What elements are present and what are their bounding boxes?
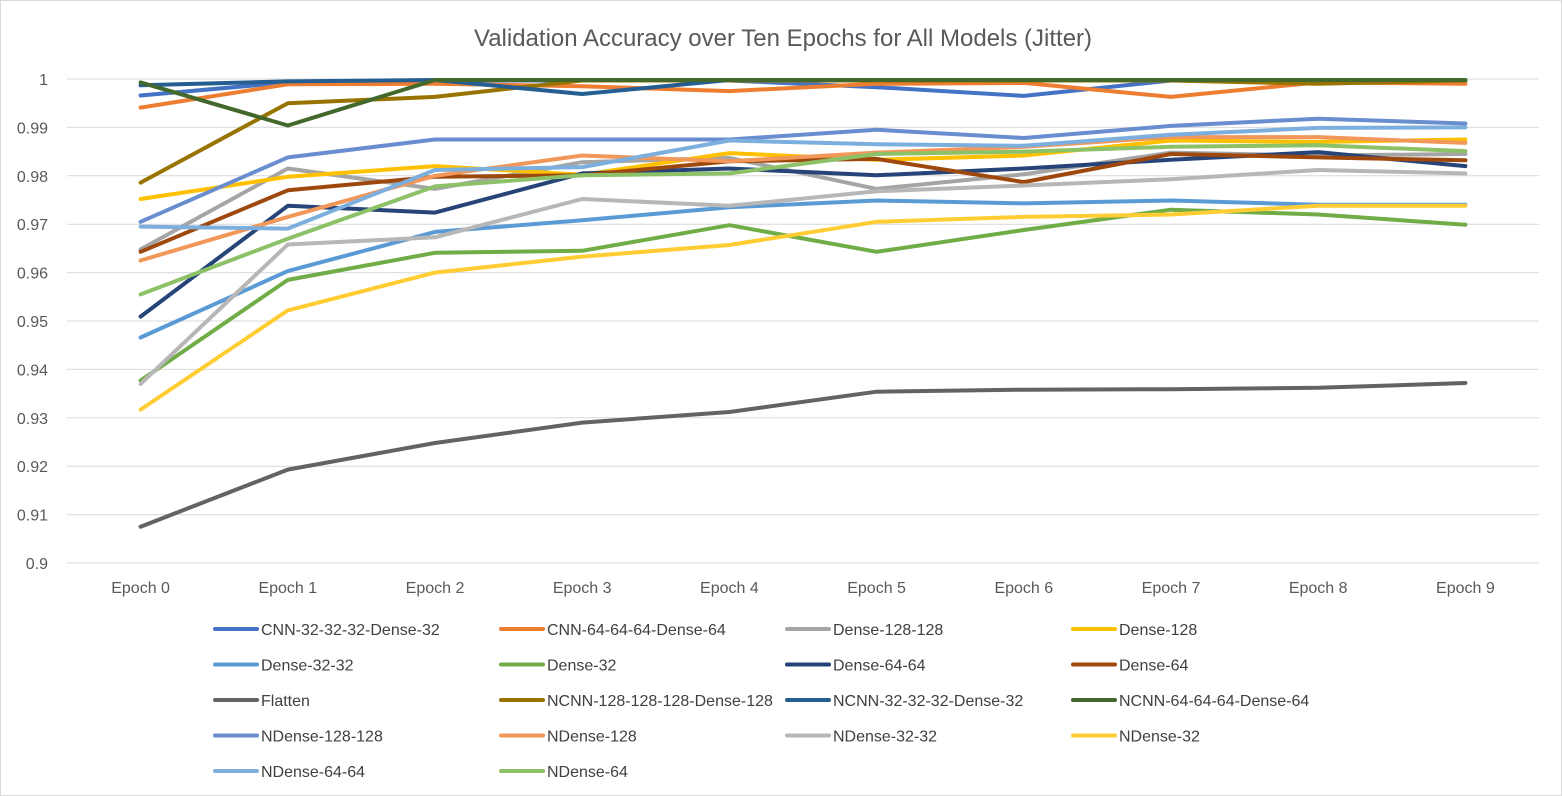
legend-label: Dense-128 xyxy=(1119,622,1197,639)
legend-label: NDense-32 xyxy=(1119,729,1200,746)
legend-item: NDense-128-128 xyxy=(213,729,383,746)
legend-item: Dense-32 xyxy=(499,658,616,675)
y-axis-ticks: 0.9 0.91 0.92 0.93 0.94 0.95 0.96 0.97 0.98 0.99 1 xyxy=(17,72,48,573)
x-tick-label: Epoch 4 xyxy=(700,580,759,597)
y-tick-label: 0.93 xyxy=(17,411,48,428)
legend-label: Flatten xyxy=(261,693,310,710)
legend-label: Dense-64-64 xyxy=(833,658,926,675)
legend-item: NDense-32-32 xyxy=(785,729,937,746)
legend-item: NCNN-32-32-32-Dense-32 xyxy=(785,693,1023,710)
legend-label: Dense-64 xyxy=(1119,658,1188,675)
x-tick-label: Epoch 5 xyxy=(847,580,906,597)
series-line xyxy=(138,168,1468,386)
legend-item: Dense-32-32 xyxy=(213,658,354,675)
series-line xyxy=(138,203,1468,412)
legend-item: Dense-128 xyxy=(1071,622,1197,639)
y-tick-label: 0.94 xyxy=(17,362,48,379)
x-tick-label: Epoch 0 xyxy=(111,580,170,597)
legend-item: NDense-128 xyxy=(499,729,637,746)
series-line xyxy=(138,135,1468,263)
legend-label: Dense-32-32 xyxy=(261,658,354,675)
legend-label: NDense-64 xyxy=(547,764,628,781)
series-line xyxy=(138,198,1468,340)
y-tick-label: 0.91 xyxy=(17,508,48,525)
series-line xyxy=(138,152,1468,254)
legend-item: NDense-64 xyxy=(499,764,628,781)
chart-title: Validation Accuracy over Ten Epochs for … xyxy=(474,25,1092,52)
legend-item: Dense-64-64 xyxy=(785,658,926,675)
y-tick-label: 1 xyxy=(39,72,48,89)
x-axis-ticks: Epoch 0 Epoch 1 Epoch 2 Epoch 3 Epoch 4 Epoch… xyxy=(111,580,1495,597)
legend-item: Dense-64 xyxy=(1071,658,1188,675)
x-tick-label: Epoch 8 xyxy=(1289,580,1348,597)
series-line xyxy=(138,381,1468,529)
series-line xyxy=(138,80,1468,110)
legend-item: CNN-32-32-32-Dense-32 xyxy=(213,622,440,639)
x-tick-label: Epoch 3 xyxy=(553,580,612,597)
legend-label: CNN-64-64-64-Dense-64 xyxy=(547,622,726,639)
y-tick-label: 0.99 xyxy=(17,120,48,137)
legend-label: NCNN-64-64-64-Dense-64 xyxy=(1119,693,1309,710)
legend-label: Dense-32 xyxy=(547,658,616,675)
series-line xyxy=(138,125,1468,231)
series-lines xyxy=(138,78,1468,529)
legend-label: NCNN-128-128-128-Dense-128 xyxy=(547,693,773,710)
series-line xyxy=(138,78,1468,128)
y-tick-label: 0.96 xyxy=(17,266,48,283)
x-tick-label: Epoch 1 xyxy=(258,580,317,597)
legend-label: CNN-32-32-32-Dense-32 xyxy=(261,622,440,639)
legend-item: NDense-32 xyxy=(1071,729,1200,746)
y-tick-label: 0.9 xyxy=(26,556,48,573)
series-line xyxy=(138,116,1468,224)
legend-label: NDense-32-32 xyxy=(833,729,937,746)
y-tick-label: 0.92 xyxy=(17,459,48,476)
legend-label: NDense-64-64 xyxy=(261,764,365,781)
legend-item: NDense-64-64 xyxy=(213,764,365,781)
series-line xyxy=(138,143,1468,297)
legend-item: NCNN-64-64-64-Dense-64 xyxy=(1071,693,1309,710)
legend-item: CNN-64-64-64-Dense-64 xyxy=(499,622,726,639)
x-tick-label: Epoch 7 xyxy=(1142,580,1201,597)
y-tick-label: 0.98 xyxy=(17,169,48,186)
legend-label: NDense-128-128 xyxy=(261,729,383,746)
legend-item: NCNN-128-128-128-Dense-128 xyxy=(499,693,773,710)
x-tick-label: Epoch 9 xyxy=(1436,580,1495,597)
series-line xyxy=(138,137,1468,201)
legend-label: NDense-128 xyxy=(547,729,637,746)
legend-label: Dense-128-128 xyxy=(833,622,943,639)
legend-label: NCNN-32-32-32-Dense-32 xyxy=(833,693,1023,710)
legend-item: Dense-128-128 xyxy=(785,622,943,639)
legend-item: Flatten xyxy=(213,693,310,710)
x-tick-label: Epoch 6 xyxy=(994,580,1053,597)
x-tick-label: Epoch 2 xyxy=(406,580,465,597)
y-tick-label: 0.95 xyxy=(17,314,48,331)
y-tick-label: 0.97 xyxy=(17,217,48,234)
legend: CNN-32-32-32-Dense-32 CNN-64-64-64-Dense-… xyxy=(213,622,1309,781)
